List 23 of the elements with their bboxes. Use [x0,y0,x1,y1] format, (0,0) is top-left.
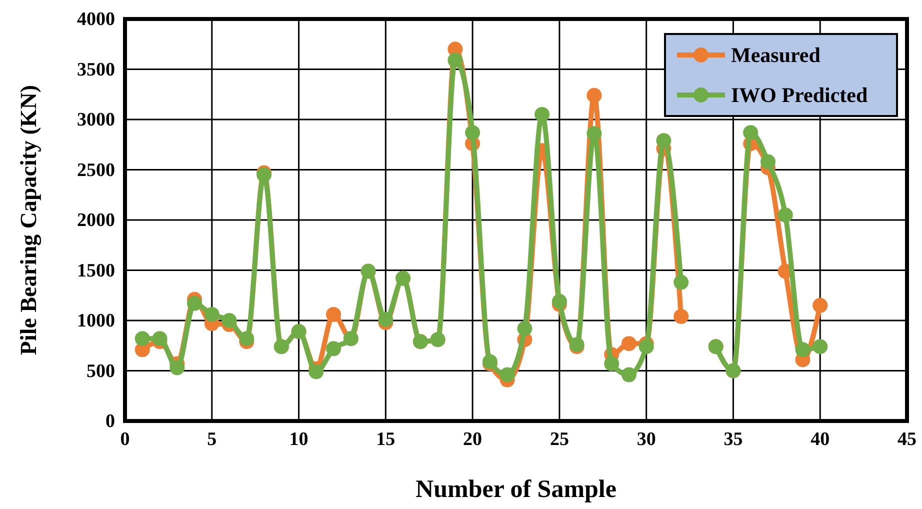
y-tick-label: 1500 [77,260,115,282]
x-tick-label: 20 [463,429,482,450]
y-tick-label: 0 [106,411,115,432]
x-tick-label: 5 [207,429,217,450]
x-tick-label: 0 [120,429,130,450]
x-axis-title: Number of Sample [416,476,616,503]
y-axis-title: Pile Bearing Capacity (KN) [16,84,42,356]
y-tick-label: 2500 [77,160,115,181]
legend-label: Measured [731,43,821,67]
x-tick-label: 45 [898,429,916,450]
y-tick-label: 3000 [77,110,115,130]
y-tick-label: 2000 [77,210,115,231]
y-tick-label: 1000 [77,310,115,332]
y-tick-label: 3500 [77,59,115,80]
x-tick-label: 25 [550,429,569,450]
x-tick-label: 40 [810,429,830,450]
legend-label: IWO Predicted [731,83,868,107]
x-tick-label: 15 [376,429,396,450]
x-tick-label: 30 [636,429,656,450]
x-tick-label: 35 [724,429,743,450]
y-tick-label: 500 [86,360,115,382]
y-tick-label: 4000 [77,9,115,30]
x-tick-label: 10 [289,429,308,450]
